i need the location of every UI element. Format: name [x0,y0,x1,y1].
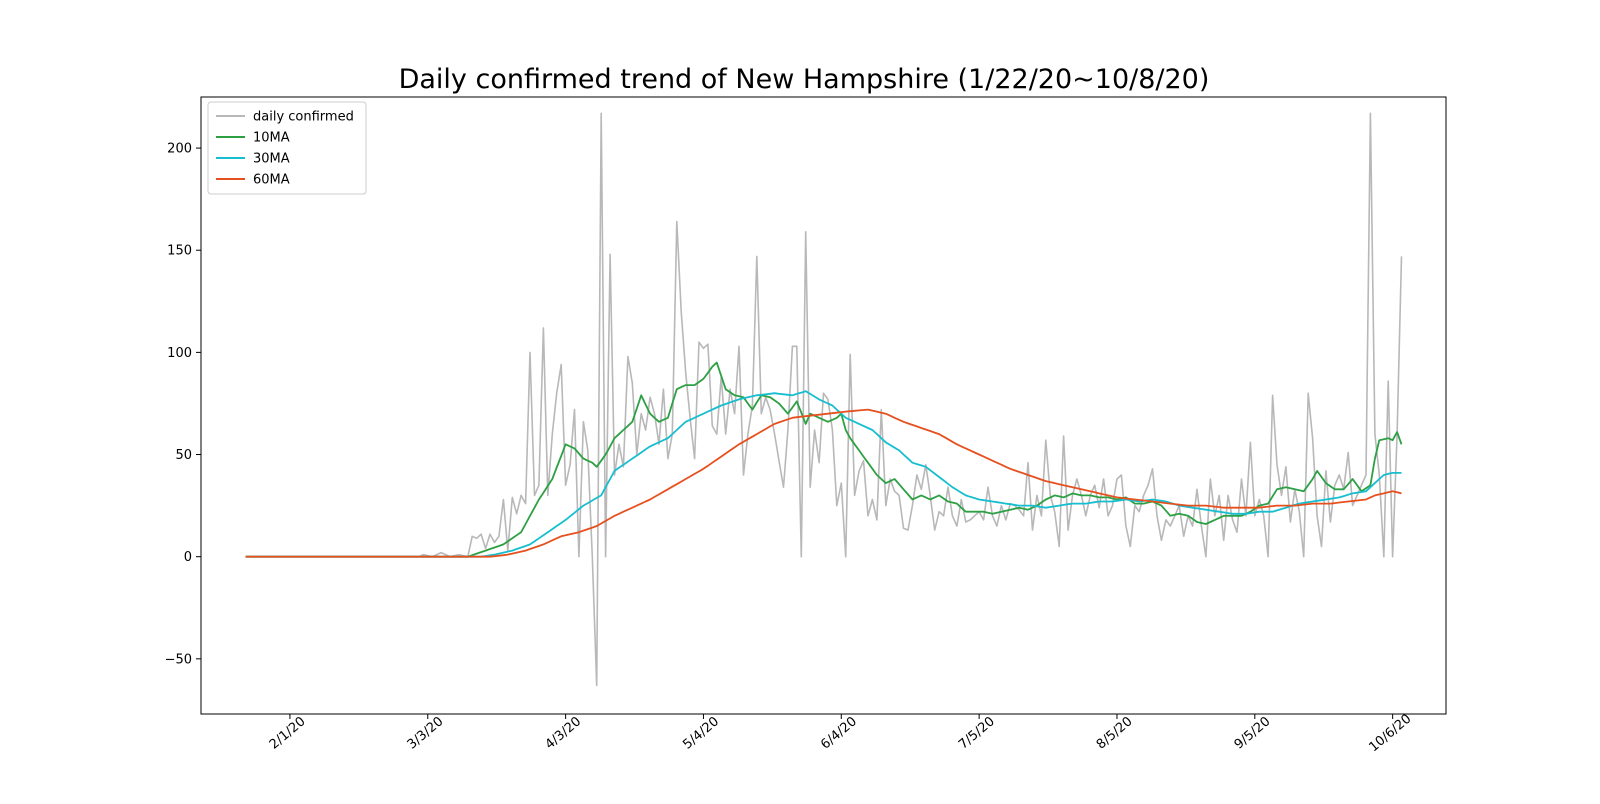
y-tick-label: 150 [167,244,192,259]
y-tick-label: 0 [184,550,192,565]
y-tick-label: 100 [167,346,192,361]
chart-title: Daily confirmed trend of New Hampshire (… [399,64,1210,95]
legend-label: 60MA [253,173,290,188]
legend-box [207,101,367,195]
y-tick-label: 50 [175,448,192,463]
series-line-daily-confirmed [245,112,1403,687]
series-layer [245,112,1403,687]
plot-frame [200,96,1447,715]
series-line-60ma [245,408,1402,558]
legend-label: 30MA [253,152,290,167]
legend-label: daily confirmed [253,110,354,125]
y-tick-label: −50 [165,652,192,667]
legend: daily confirmed 10MA 30MA 60MA [207,101,367,195]
legend-label: 10MA [253,131,290,146]
y-tick-label: 200 [167,142,192,157]
